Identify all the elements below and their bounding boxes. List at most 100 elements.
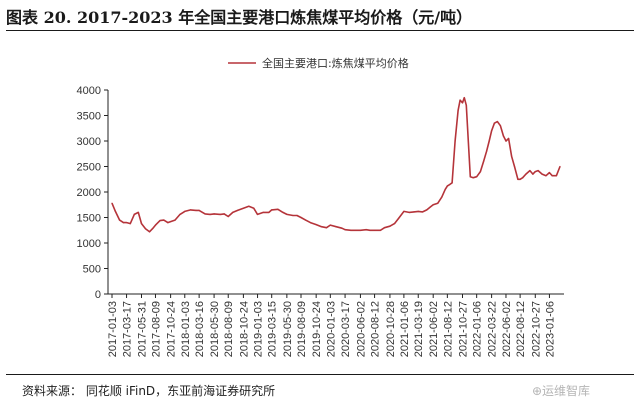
- x-tick-label: 2019-10-24: [311, 301, 323, 357]
- x-tick-label: 2020-06-02: [355, 301, 367, 357]
- data-point: [532, 173, 534, 175]
- watermark: ⊕运维智库: [532, 384, 591, 398]
- x-tick-label: 2017-05-31: [137, 301, 149, 357]
- data-point: [242, 207, 244, 209]
- y-tick-label: 1000: [77, 238, 101, 250]
- data-point: [271, 209, 273, 211]
- data-point: [174, 219, 176, 221]
- data-point: [341, 227, 343, 229]
- data-point: [315, 224, 317, 226]
- data-point: [122, 222, 124, 224]
- data-point: [537, 170, 539, 172]
- data-point: [379, 229, 381, 231]
- x-tick-label: 2018-03-16: [194, 301, 206, 357]
- data-point: [545, 175, 547, 177]
- x-tick-label: 2022-03-22: [487, 301, 499, 357]
- x-tick-label: 2023-01-06: [544, 301, 556, 357]
- y-tick-label: 2000: [77, 187, 101, 199]
- data-point: [472, 177, 474, 179]
- data-point: [204, 213, 206, 215]
- x-tick-label: 2021-01-06: [399, 301, 411, 357]
- x-tick-label: 2021-10-27: [458, 301, 470, 357]
- x-tick-label: 2018-05-30: [209, 301, 221, 357]
- data-point: [369, 229, 371, 231]
- data-point: [114, 210, 116, 212]
- data-point: [499, 125, 501, 127]
- data-point: [426, 209, 428, 211]
- x-axis: 2017-01-03 2017-03-17 2017-05-31 2017-08-09…: [107, 293, 564, 357]
- source-note: 资料来源： 同花顺 iFinD，东亚前海证券研究所: [22, 384, 276, 398]
- data-point: [505, 140, 507, 142]
- data-point: [198, 209, 200, 211]
- data-point: [167, 222, 169, 224]
- data-point: [403, 210, 405, 212]
- data-point: [209, 213, 211, 215]
- data-point: [119, 219, 121, 221]
- y-tick-label: 2500: [77, 162, 101, 174]
- data-point: [446, 185, 448, 187]
- data-point: [148, 231, 151, 233]
- x-tick-label: 2019-08-09: [296, 301, 308, 357]
- data-point: [292, 214, 294, 217]
- data-point: [502, 135, 504, 137]
- data-point: [529, 170, 531, 172]
- data-point: [374, 229, 376, 231]
- data-point: [548, 172, 551, 174]
- data-point: [179, 213, 181, 215]
- data-point: [223, 213, 225, 215]
- data-point: [389, 225, 391, 227]
- data-point: [190, 209, 192, 211]
- data-point: [137, 211, 139, 213]
- y-tick-label: 4000: [77, 85, 101, 97]
- legend-label: 全国主要港口:炼焦煤平均价格: [262, 56, 409, 70]
- data-point: [476, 176, 478, 178]
- data-point: [170, 221, 172, 223]
- data-point: [219, 213, 221, 215]
- legend: 全国主要港口:炼焦煤平均价格: [228, 56, 409, 70]
- data-point: [355, 229, 357, 231]
- x-tick-label: 2020-10-28: [385, 301, 397, 357]
- data-point: [159, 220, 161, 222]
- data-point: [344, 229, 346, 231]
- y-tick-label: 3500: [77, 111, 101, 123]
- data-point: [465, 104, 467, 106]
- data-point: [248, 205, 250, 207]
- data-point: [441, 196, 443, 198]
- data-point: [383, 227, 386, 229]
- plot-area: [111, 96, 561, 233]
- data-point: [397, 217, 400, 220]
- data-point: [517, 178, 519, 180]
- data-point: [195, 209, 197, 211]
- x-tick-label: 2021-03-19: [413, 301, 425, 357]
- data-point: [329, 224, 331, 226]
- data-point: [493, 122, 495, 124]
- data-point: [232, 211, 234, 213]
- data-point: [534, 171, 536, 173]
- data-point: [268, 211, 270, 213]
- data-point: [393, 223, 396, 225]
- y-tick-label: 3000: [77, 136, 101, 148]
- data-point: [555, 175, 558, 177]
- data-point: [237, 209, 239, 211]
- line-chart: 全国主要港口:炼焦煤平均价格 0 500 1000 1500 2000 2500 3000 3…: [77, 56, 564, 357]
- bottom-rule: [6, 374, 634, 375]
- y-axis: 0 500 1000 1500 2000 2500 3000 3500 4000: [77, 85, 109, 301]
- x-tick-label: 2017-10-24: [166, 301, 178, 357]
- x-tick-label: 2017-03-17: [122, 301, 134, 357]
- y-tick-label: 0: [95, 289, 101, 301]
- x-tick-label: 2018-01-03: [180, 301, 192, 357]
- x-tick-label: 2018-10-24: [238, 301, 250, 357]
- data-point: [511, 155, 513, 157]
- data-point: [213, 213, 215, 215]
- data-point: [126, 222, 128, 224]
- data-point: [451, 182, 453, 184]
- data-point: [479, 171, 481, 173]
- data-point: [256, 213, 259, 215]
- data-point: [413, 211, 415, 213]
- data-point: [454, 140, 456, 142]
- data-point: [140, 223, 143, 225]
- data-point: [309, 222, 311, 224]
- data-point: [320, 226, 323, 228]
- data-point: [449, 183, 451, 185]
- data-point: [282, 211, 284, 213]
